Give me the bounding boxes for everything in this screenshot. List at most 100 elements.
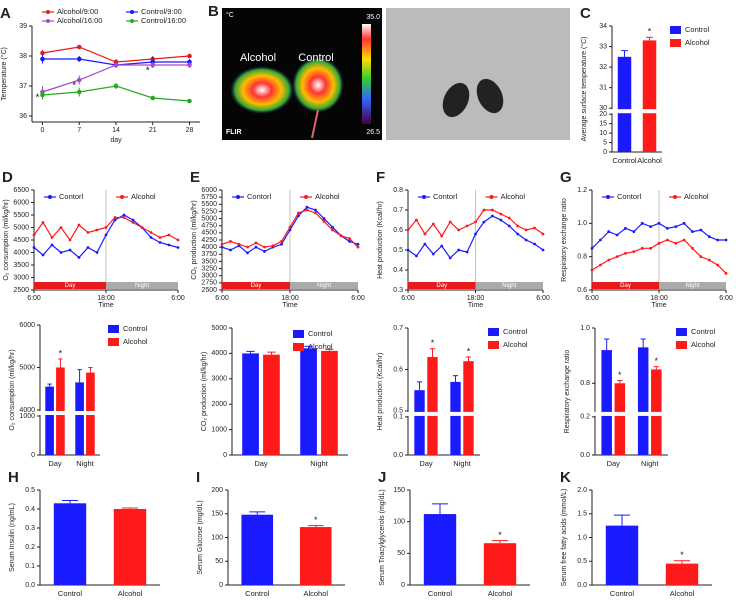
- marker: [40, 50, 45, 56]
- marker: [76, 77, 82, 83]
- marker: [490, 208, 494, 212]
- marker: [187, 62, 192, 68]
- marker: [41, 221, 45, 224]
- y-axis-label: CO₂ production (ml/kg/hr): [191, 200, 198, 279]
- marker: [716, 263, 720, 267]
- y-tick-label: 4500: [201, 230, 217, 237]
- marker: [665, 238, 669, 242]
- legend-label: Control: [503, 327, 528, 336]
- legend-label: Alcohol: [123, 337, 148, 346]
- y-axis-label: Average surface temperature (°C): [580, 37, 588, 142]
- y-tick-label: 0.8: [580, 380, 590, 387]
- period-label: Day: [251, 283, 262, 289]
- x-tick-label: 6:00: [27, 295, 41, 302]
- x-axis-label: day: [110, 137, 122, 144]
- legend-marker: [46, 10, 50, 14]
- marker: [220, 245, 224, 249]
- y-tick-label: 30: [599, 105, 607, 112]
- marker: [691, 246, 694, 250]
- y-tick-label: 50: [215, 558, 223, 565]
- y-tick-label: 0.0: [393, 452, 403, 459]
- x-tick-label: 7: [77, 127, 81, 134]
- marker: [149, 236, 153, 239]
- y-tick-label: 5500: [13, 212, 29, 219]
- y-tick-label: 6000: [13, 199, 29, 206]
- marker: [657, 221, 661, 225]
- y-axis-label: CO₂ production (ml/kg/hr): [201, 352, 208, 431]
- panel-letter: G: [560, 169, 572, 186]
- legend-label: Alcohol: [501, 192, 526, 201]
- y-axis-label: Serum Insulin (ng/mL): [9, 503, 16, 572]
- legend-marker: [489, 195, 494, 199]
- y-tick-label: 3500: [13, 262, 29, 269]
- marker: [104, 233, 108, 237]
- legend-label: Control: [685, 25, 710, 34]
- bar: [263, 354, 280, 455]
- x-tick-label: 21: [149, 127, 157, 134]
- marker: [640, 221, 644, 225]
- y-tick-label: 0.5: [25, 487, 35, 494]
- y-tick-label: 100: [393, 519, 405, 526]
- marker: [246, 251, 249, 255]
- marker: [280, 242, 283, 246]
- marker: [465, 224, 469, 228]
- legend-label: Control: [123, 324, 148, 333]
- y-tick-label: 4000: [211, 350, 227, 357]
- y-tick-label: 0.6: [393, 227, 403, 234]
- legend-label: Control/16:00: [141, 16, 186, 25]
- bar: [614, 383, 626, 455]
- marker: [674, 241, 678, 245]
- legend-swatch: [293, 330, 304, 338]
- marker: [167, 243, 171, 247]
- y-tick-label: 4000: [19, 407, 35, 414]
- marker: [263, 250, 266, 253]
- y-tick-label: 0.2: [580, 414, 590, 421]
- legend-label: Alcohol: [691, 340, 716, 349]
- x-tick-label: Night: [310, 459, 328, 468]
- marker: [598, 263, 602, 267]
- mouse-heat: [230, 66, 294, 114]
- y-tick-label: 1.2: [577, 187, 587, 194]
- marker: [615, 233, 619, 237]
- mouse: [476, 78, 504, 114]
- y-tick-label: 5: [603, 139, 607, 146]
- marker: [624, 226, 627, 230]
- marker: [122, 213, 126, 217]
- significance: *: [467, 346, 471, 356]
- image-label: Alcohol: [240, 52, 276, 64]
- panel-letter: H: [8, 469, 19, 486]
- x-tick-label: Day: [419, 459, 433, 468]
- marker: [339, 234, 343, 238]
- x-tick-label: Day: [48, 459, 62, 468]
- photo: [386, 8, 570, 140]
- marker: [632, 230, 636, 234]
- mouse-heat: [292, 57, 344, 113]
- legend-swatch: [670, 39, 681, 47]
- unit: °C: [226, 11, 234, 19]
- marker: [314, 211, 317, 215]
- x-tick-label: 18:00: [281, 295, 299, 302]
- y-tick-label: 6500: [13, 187, 29, 194]
- marker: [86, 246, 90, 249]
- marker: [356, 245, 360, 249]
- marker: [406, 248, 410, 252]
- y-tick-label: 15: [599, 120, 607, 127]
- legend-marker: [130, 19, 134, 23]
- marker: [440, 244, 444, 248]
- y-tick-label: 150: [393, 487, 405, 494]
- marker: [220, 242, 224, 246]
- marker: [448, 220, 452, 224]
- legend-label: Contorl: [617, 192, 642, 201]
- bar: [450, 381, 461, 455]
- marker: [474, 232, 477, 236]
- y-tick-label: 37: [19, 83, 27, 90]
- marker: [657, 241, 661, 245]
- marker: [499, 218, 503, 222]
- y-tick-label: 0.1: [25, 563, 35, 570]
- legend-label: Alcohol/9:00: [57, 7, 98, 16]
- period-band: [408, 282, 476, 289]
- legend-label: Alcohol: [131, 192, 156, 201]
- marker: [415, 218, 418, 222]
- marker: [59, 226, 63, 229]
- marker: [322, 220, 326, 223]
